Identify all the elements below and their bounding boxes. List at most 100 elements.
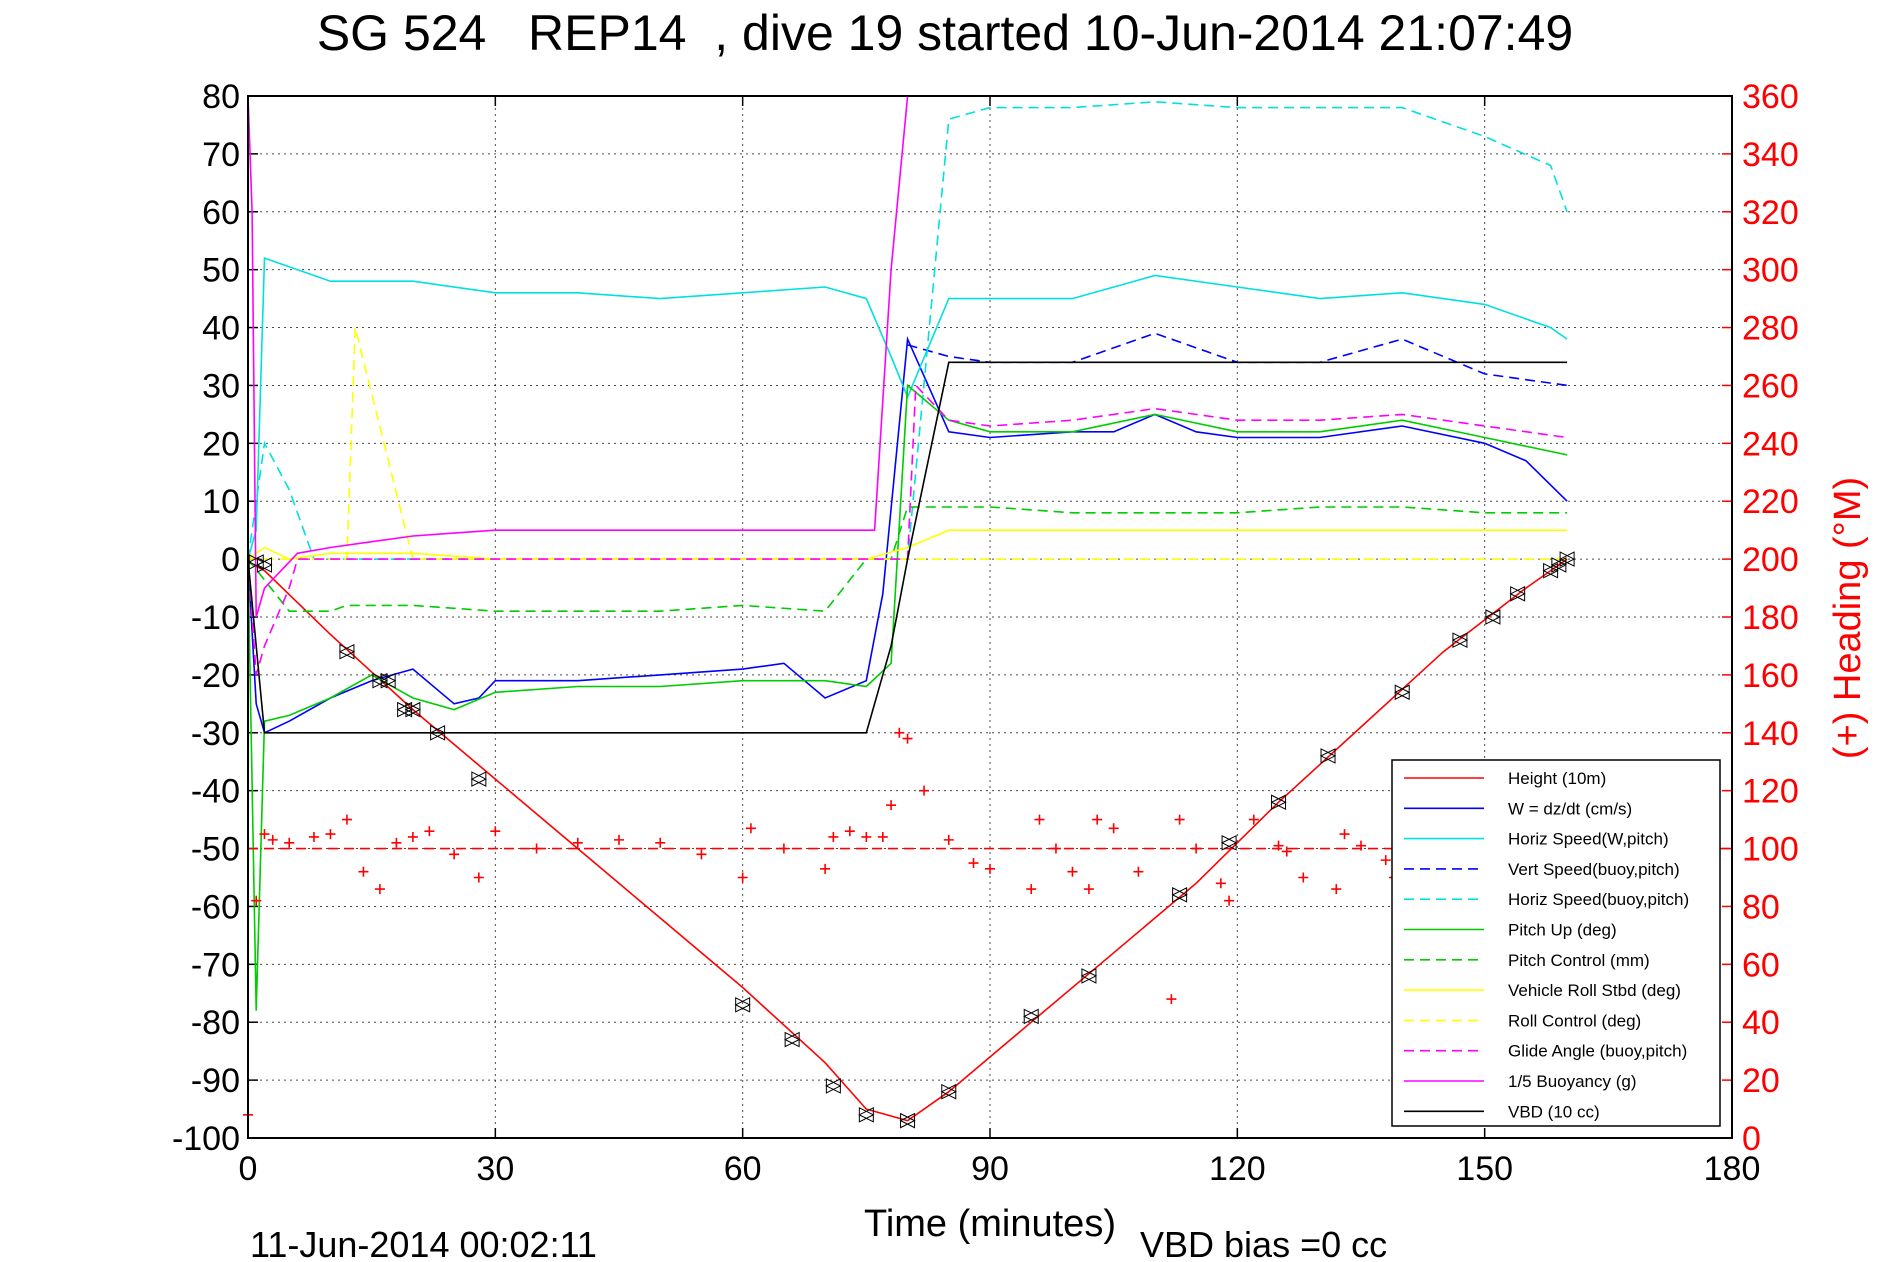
y-tick-label: 60 (202, 194, 240, 232)
dive-marker (1023, 1008, 1040, 1025)
dive-marker (1319, 748, 1337, 764)
y-right-tick-label: 20 (1742, 1062, 1780, 1100)
dive-marker (338, 643, 356, 660)
series-4-line (247, 100, 1568, 560)
heading-point (251, 895, 262, 906)
legend-label: Roll Control (deg) (1508, 1011, 1641, 1030)
legend-box (1391, 759, 1721, 1127)
heading-point (490, 826, 501, 837)
legend-label: W = dz/dt (cm/s) (1508, 799, 1632, 818)
heading-point (1026, 884, 1037, 895)
legend-label: 1/5 Buoyancy (g) (1508, 1072, 1637, 1091)
heading-point (267, 834, 278, 845)
x-tick-label: 0 (239, 1150, 258, 1188)
x-tick-label: 180 (1704, 1150, 1761, 1188)
dive-marker (1484, 609, 1502, 625)
y-tick-label: -60 (191, 888, 240, 926)
series-6-line (247, 506, 1568, 613)
dive-marker (858, 1107, 875, 1123)
right-axis-label: (+) Heading (°M) (1827, 477, 1869, 759)
legend-label: Pitch Up (deg) (1508, 921, 1617, 940)
y-tick-label: -20 (191, 657, 240, 695)
series-2-line (247, 256, 1568, 560)
dive-marker (784, 1031, 801, 1048)
heading-point (861, 831, 872, 842)
y-tick-label: -90 (191, 1062, 240, 1100)
series-10-line (247, 95, 909, 618)
series-5-line (247, 383, 1568, 1011)
heading-point (844, 826, 855, 837)
axis-ticks: 0 30 60 90 120 150 18080706050403020100-10-20-… (172, 78, 1799, 1188)
series-12-points (243, 727, 1399, 1120)
dive-marker (396, 701, 413, 718)
heading-point (284, 837, 295, 848)
legend: Height (10m) W = dz/dt (cm/s) Horiz Speed(… (1391, 759, 1721, 1127)
heading-point (1224, 895, 1235, 906)
heading-point (1133, 866, 1144, 877)
heading-point (1248, 814, 1259, 825)
x-tick-label: 150 (1456, 1150, 1513, 1188)
heading-point (820, 863, 831, 874)
legend-label: Horiz Speed(W,pitch) (1508, 830, 1669, 849)
dive-marker (470, 771, 487, 787)
y-tick-label: -30 (191, 715, 240, 753)
heading-point (828, 831, 839, 842)
y-right-tick-label: 240 (1742, 425, 1799, 463)
dive-marker (1220, 834, 1238, 851)
heading-point (894, 727, 905, 738)
heading-point (1339, 829, 1350, 840)
heading-point (877, 831, 888, 842)
y-tick-label: -40 (191, 773, 240, 811)
heading-point (1298, 872, 1309, 883)
dive-marker (404, 701, 422, 718)
series-3-line (907, 332, 1568, 387)
legend-label: Vehicle Roll Stbd (deg) (1508, 981, 1681, 1000)
x-tick-label: 120 (1209, 1150, 1266, 1188)
heading-point (1215, 878, 1226, 889)
y-right-tick-label: 300 (1742, 252, 1799, 290)
y-tick-label: 0 (221, 541, 240, 579)
series-0-line (247, 558, 1568, 1122)
heading-point (325, 829, 336, 840)
legend-label: Horiz Speed(buoy,pitch) (1508, 890, 1689, 909)
heading-point (968, 858, 979, 869)
heading-point (1108, 823, 1119, 834)
x-tick-label: 90 (971, 1150, 1009, 1188)
heading-point (424, 826, 435, 837)
heading-point (943, 834, 954, 845)
heading-point (1174, 814, 1185, 825)
dive-marker (1270, 794, 1287, 811)
heading-point (985, 863, 995, 874)
y-right-tick-label: 260 (1742, 367, 1799, 405)
dive-marker (371, 672, 389, 689)
footer-end-time: 11-Jun-2014 00:02:11 (250, 1224, 597, 1262)
heading-point (1083, 884, 1094, 895)
heading-point (919, 785, 930, 796)
y-right-tick-label: 280 (1742, 310, 1799, 348)
heading-point (572, 837, 583, 848)
y-right-tick-label: 200 (1742, 541, 1799, 579)
y-right-tick-label: 220 (1742, 483, 1799, 521)
y-tick-label: 70 (202, 136, 240, 174)
dive-marker (256, 557, 273, 573)
dive-marker (1171, 887, 1188, 903)
x-tick-label: 60 (724, 1150, 762, 1188)
heading-point (473, 872, 484, 883)
dive-marker (380, 672, 397, 689)
series-11-line (247, 361, 1568, 734)
chart-title: SG 524 REP14 , dive 19 started 10-Jun-20… (317, 5, 1573, 61)
heading-point (614, 834, 624, 845)
plot-frame (247, 95, 1733, 1139)
x-axis-label: Time (minutes) (864, 1203, 1116, 1245)
dive-marker (899, 1112, 916, 1129)
y-tick-label: -10 (191, 599, 240, 637)
dive-marker (1080, 968, 1098, 984)
legend-label: VBD (10 cc) (1508, 1102, 1600, 1121)
y-tick-label: -100 (172, 1120, 240, 1158)
y-tick-label: -50 (191, 831, 240, 869)
y-right-tick-label: 320 (1742, 194, 1799, 232)
y-tick-label: 20 (202, 425, 240, 463)
y-tick-label: 80 (202, 78, 240, 116)
heading-point (449, 849, 460, 860)
y-right-tick-label: 0 (1742, 1120, 1761, 1158)
